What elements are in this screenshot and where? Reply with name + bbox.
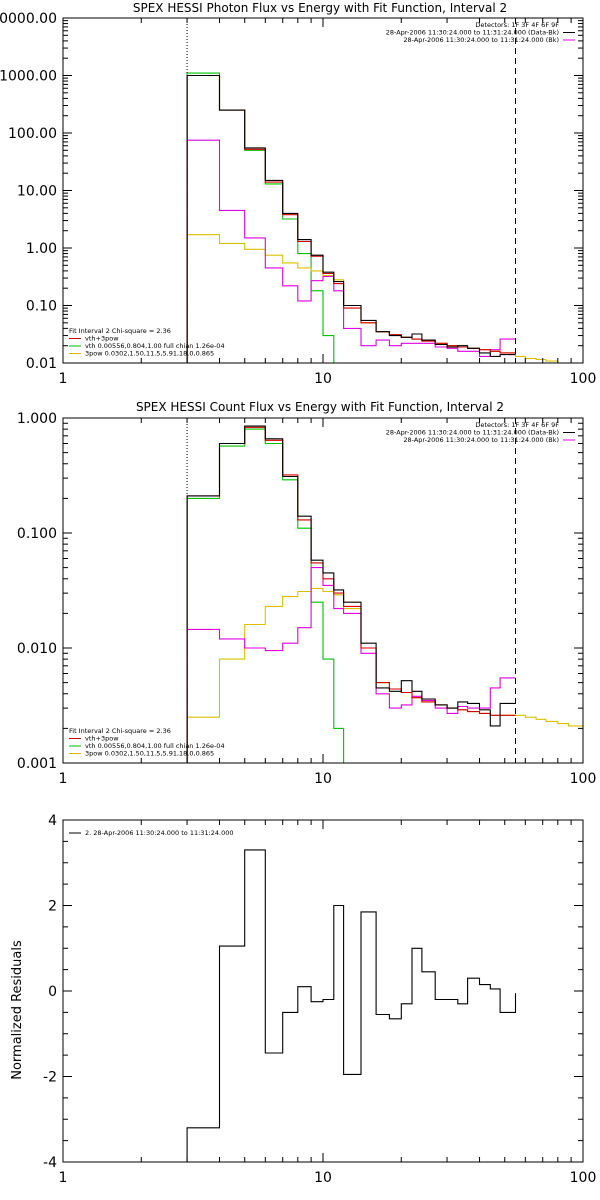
- series-data-bk: [186, 425, 516, 763]
- legend-line: Fit Interval 2 Chi-square = 2.36: [69, 327, 171, 335]
- y-tick-label: 0.10: [26, 299, 57, 315]
- x-tick-label: 1: [59, 1170, 68, 1186]
- chart-title: SPEX HESSI Count Flux vs Energy with Fit…: [136, 400, 504, 414]
- x-tick-label: 100: [570, 771, 597, 787]
- y-tick-label: 0000.00: [0, 11, 57, 27]
- legend-line: vth+3pow: [85, 335, 119, 343]
- x-tick-label: 10: [314, 771, 332, 787]
- info-line: 28-Apr-2006 11:30:24.000 to 11:31:24.000…: [403, 436, 559, 444]
- x-tick-label: 10: [314, 1170, 332, 1186]
- series-group: [186, 72, 558, 363]
- series-vth-3pow: [186, 74, 516, 363]
- legend-line: vth+3pow: [85, 735, 119, 743]
- series-vth-3pow: [186, 426, 516, 763]
- y-tick-label: 0.01: [26, 356, 57, 372]
- series-3pow: [186, 587, 583, 763]
- y-tick-label: 0.001: [17, 756, 57, 772]
- y-tick-label: 0.010: [17, 641, 57, 657]
- residuals-panel: Normalized Residuals 1 10 100 -4 -2 0 2 4 2. 28-…: [10, 813, 596, 1186]
- series-2-28-apr-2006-11-30-24-000-to-11-31-24-000: [186, 849, 517, 1162]
- info-line: Detectors: 1F 3F 4F 6F 9F: [475, 421, 559, 429]
- info-line: Detectors: 1F 3F 4F 6F 9F: [475, 21, 559, 29]
- series-group: [186, 425, 583, 763]
- legend-line: 3pow 0.0302,1.50,11.5,5.91,18.0,0.865: [85, 750, 214, 758]
- series-group: [186, 849, 517, 1162]
- legend-line: Fit Interval 2 Chi-square = 2.36: [69, 727, 171, 735]
- photon-flux-panel: SPEX HESSI Photon Flux vs Energy with Fi…: [0, 1, 596, 387]
- x-tick-label: 10: [314, 371, 332, 387]
- y-tick-label: -4: [43, 1155, 57, 1171]
- legend-line: 2. 28-Apr-2006 11:30:24.000 to 11:31:24.…: [85, 829, 234, 837]
- series-data-bk: [186, 74, 516, 363]
- y-tick-label: 4: [48, 813, 57, 829]
- y-tick-label: 1.00: [26, 241, 57, 257]
- series-bk: [186, 139, 516, 363]
- chart-title: SPEX HESSI Photon Flux vs Energy with Fi…: [133, 1, 507, 15]
- info-line: 28-Apr-2006 11:30:24.000 to 11:31:24.000…: [386, 429, 559, 437]
- y-axis-label: Normalized Residuals: [10, 940, 25, 1080]
- x-tick-label: 100: [570, 371, 597, 387]
- count-flux-panel: SPEX HESSI Count Flux vs Energy with Fit…: [17, 400, 596, 787]
- y-tick-label: 2: [48, 899, 57, 915]
- y-tick-label: 100.00: [8, 126, 57, 142]
- x-tick-label: 100: [570, 1170, 597, 1186]
- y-tick-label: 0.100: [17, 526, 57, 542]
- x-tick-label: 1: [59, 371, 68, 387]
- plot-frame: [62, 819, 584, 1163]
- legend-line: vth 0.00556,0.804,1.00 full chian 1.26e-…: [85, 342, 225, 350]
- y-tick-label: 1000.00: [0, 69, 57, 85]
- series-vth: [186, 428, 516, 763]
- series-bk: [186, 567, 516, 763]
- info-line: 28-Apr-2006 11:30:24.000 to 11:31:24.000…: [386, 29, 559, 37]
- y-tick-label: -2: [43, 1070, 57, 1086]
- info-line: 28-Apr-2006 11:30:24.000 to 11:31:24.000…: [403, 36, 559, 44]
- series-vth: [186, 72, 516, 363]
- series-3pow: [186, 234, 558, 363]
- y-tick-label: 1.000: [17, 411, 57, 427]
- x-tick-label: 1: [59, 771, 68, 787]
- legend-line: vth 0.00556,0.804,1.00 full chian 1.26e-…: [85, 742, 225, 750]
- legend-line: 3pow 0.0302,1.50,11.5,5.91,18.0,0.865: [85, 350, 214, 358]
- y-tick-label: 0: [48, 984, 57, 1000]
- y-tick-label: 10.00: [17, 184, 57, 200]
